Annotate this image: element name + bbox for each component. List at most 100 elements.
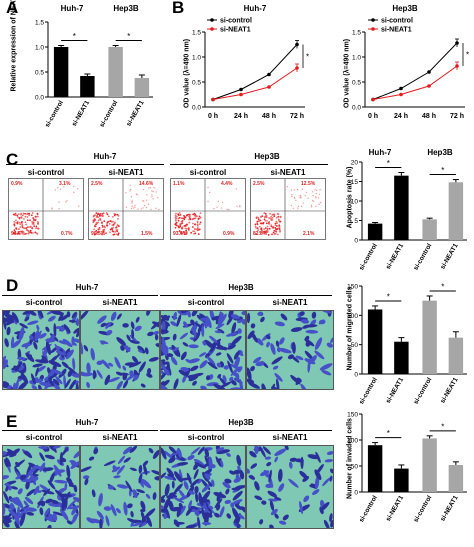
panel-b-line-charts: 0.0 0.5 1.0 1.5 0 h 24 h 48 h 72 h * si-control si… — [192, 18, 469, 121]
quadrant-percent: 2.5% — [253, 181, 265, 187]
significance-star: * — [387, 292, 390, 301]
y-tick-label: 0.0 — [192, 105, 201, 112]
panel-c-group-hep3b: Hep3B — [254, 152, 280, 161]
micrograph-3 — [160, 310, 246, 390]
y-tick-label: 1.0 — [352, 55, 361, 62]
legend-marker — [210, 18, 214, 22]
data-point-si-NEAT1 — [267, 85, 271, 89]
y-tick-label: 0.0 — [35, 95, 44, 102]
panel-d-cond-2: si-NEAT1 — [102, 298, 138, 307]
quadrant-percent: 94.6% — [11, 231, 26, 237]
x-tick-label: si-control — [358, 494, 379, 523]
x-tick-label: 72 h — [290, 113, 304, 120]
bar-si-NEAT1 — [394, 468, 409, 492]
y-tick-label: 100 — [347, 438, 358, 445]
quadrant-percent: 0.7% — [61, 231, 73, 237]
micrograph-2 — [80, 445, 160, 529]
panel-d-divider-huh7 — [2, 295, 158, 296]
y-tick-label: 50 — [351, 342, 359, 349]
significance-star: * — [441, 282, 444, 291]
data-point-si-control — [427, 70, 431, 74]
panel-b-title-huh7: Huh-7 — [243, 4, 267, 13]
significance-star: * — [441, 166, 444, 175]
y-tick-label: 1.0 — [35, 45, 44, 52]
legend-entry-si-NEAT1: si-NEAT1 — [381, 27, 412, 34]
bar-si-NEAT1 — [448, 182, 464, 240]
data-point-si-NEAT1 — [371, 97, 375, 102]
micrograph-2 — [80, 310, 160, 390]
y-tick-label: 0 — [354, 490, 358, 497]
y-tick-label: 0 — [354, 238, 358, 245]
flow-scatter — [171, 179, 245, 239]
x-tick-label: 24 h — [234, 113, 248, 120]
data-point-si-NEAT1 — [399, 92, 403, 97]
series-line-si-NEAT1 — [372, 65, 458, 100]
x-tick-label: 48 h — [262, 113, 276, 120]
flow-plot-3: 1.1% 4.4% 93.6% 0.9% — [170, 178, 246, 240]
panel-d-cond-4: si-NEAT1 — [272, 298, 308, 307]
x-tick-label: si-control — [412, 494, 433, 523]
bar-si-NEAT1 — [448, 337, 464, 374]
y-tick-label: 1.0 — [192, 55, 201, 62]
y-tick-label: 15 — [351, 179, 359, 186]
panel-e-cond-3: si-control — [187, 433, 225, 442]
quadrant-percent: 0.9% — [223, 231, 235, 237]
panel-d-divider-hep3b — [160, 295, 332, 296]
x-tick-label: 24 h — [394, 113, 408, 120]
x-tick-label: 72 h — [450, 113, 464, 120]
bar-si-NEAT1 — [394, 341, 409, 374]
bar-si-control — [367, 223, 383, 240]
panel-c-bar-group-huh7: Huh-7 — [368, 148, 392, 157]
quadrant-percent: 1.5% — [141, 231, 153, 237]
panel-c-cond-2: si-NEAT1 — [108, 168, 144, 177]
legend-marker — [371, 27, 375, 31]
quadrant-percent: 2.1% — [303, 231, 315, 237]
y-tick-label: 150 — [347, 284, 358, 291]
flow-scatter — [89, 179, 163, 239]
legend-entry-si-control: si-control — [381, 18, 413, 25]
quadrant-percent: 4.4% — [221, 181, 233, 187]
panel-e-cond-4: si-NEAT1 — [272, 433, 308, 442]
flow-plot-4: 2.5% 12.5% 82.8% 2.1% — [250, 178, 326, 240]
data-point-si-NEAT1 — [239, 92, 243, 97]
panel-e-divider-huh7 — [2, 430, 158, 431]
significance-star: * — [466, 51, 469, 60]
y-tick-label: 0.5 — [352, 80, 361, 87]
panel-letter-b: B — [172, 0, 185, 17]
micrograph-4 — [246, 310, 334, 390]
legend-marker — [210, 27, 214, 31]
panel-a-group-hep3b: Hep3B — [113, 4, 139, 13]
legend-entry-si-NEAT1: si-NEAT1 — [220, 27, 251, 34]
y-tick-label: 50 — [351, 464, 359, 471]
y-tick-label: 150 — [347, 412, 358, 419]
series-line-si-NEAT1 — [212, 67, 298, 100]
bar-si-control — [367, 309, 383, 374]
bar-si-NEAT1 — [448, 464, 464, 492]
bar-si-control — [367, 445, 383, 492]
data-point-si-control — [399, 86, 403, 91]
bar-si-control — [422, 219, 437, 240]
bar-si-NEAT1 — [394, 175, 409, 240]
quadrant-percent: 14.6% — [139, 181, 154, 187]
significance-star: * — [73, 32, 76, 41]
panel-e-group-huh7: Huh-7 — [75, 418, 99, 427]
panel-e-cond-2: si-NEAT1 — [102, 433, 138, 442]
panel-c-group-huh7: Huh-7 — [93, 152, 117, 161]
data-point-si-control — [267, 72, 271, 77]
panel-e-group-hep3b: Hep3B — [228, 418, 254, 427]
flow-plot-2: 2.5% 14.6% 90.5% 1.5% — [88, 178, 164, 240]
bar-si-control — [53, 47, 69, 97]
y-tick-label: 10 — [351, 199, 359, 206]
panel-e-cond-1: si-control — [25, 433, 63, 442]
x-tick-label: 0 h — [368, 113, 378, 120]
x-tick-label: si-NEAT1 — [385, 494, 405, 522]
panel-c-divider-huh7 — [6, 164, 164, 165]
panel-e-divider-hep3b — [160, 430, 332, 431]
panel-a-bar-chart: 0.00.51.01.5si-control si-NEAT1 si-control… — [35, 20, 153, 129]
quadrant-percent: 12.5% — [301, 181, 316, 187]
y-tick-label: 0.5 — [192, 80, 201, 87]
legend-entry-si-control: si-control — [220, 18, 252, 25]
series-line-si-control — [372, 42, 458, 100]
